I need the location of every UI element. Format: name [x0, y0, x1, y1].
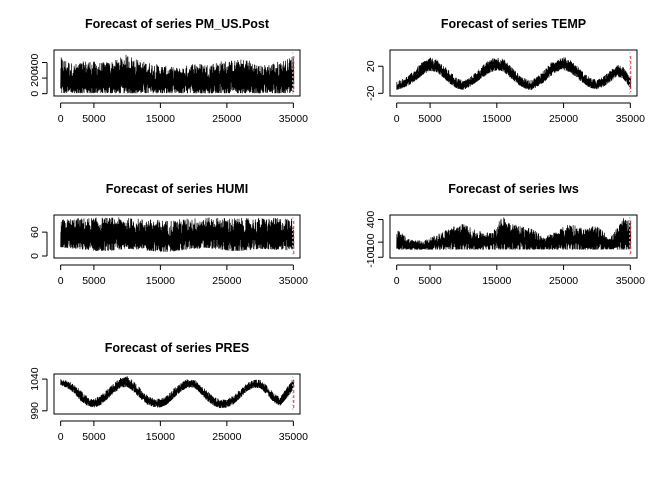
x-tick-label: 15000 [482, 275, 511, 287]
panel-title: Forecast of series HUMI [106, 182, 248, 196]
series-line [60, 54, 295, 94]
y-tick-label: 100 [365, 233, 377, 251]
x-tick-label: 0 [58, 431, 64, 443]
y-tick-label: 1040 [29, 367, 41, 391]
y-tick-label: -20 [365, 86, 377, 101]
x-tick-label: 25000 [212, 113, 241, 125]
x-tick-label: 15000 [146, 431, 175, 443]
plot-box [389, 214, 638, 259]
y-tick-label: 0 [29, 91, 41, 97]
x-tick-label: 35000 [279, 275, 308, 287]
panel-title: Forecast of series PRES [105, 341, 250, 355]
series-line [396, 57, 632, 91]
x-tick-label: 35000 [616, 275, 645, 287]
plot-box [389, 49, 638, 97]
x-tick-label: 35000 [279, 113, 308, 125]
plot-box [53, 214, 301, 259]
x-tick-label: 5000 [82, 113, 106, 125]
x-tick-label: 0 [58, 275, 64, 287]
y-tick-label: 400 [29, 54, 41, 72]
series-line [60, 217, 295, 252]
x-tick-label: 25000 [212, 275, 241, 287]
y-tick-label: 0 [29, 253, 41, 259]
plot-box [53, 373, 301, 415]
x-tick-label: 15000 [482, 113, 511, 125]
y-tick-label: 400 [365, 211, 377, 229]
y-tick-label: -100 [365, 247, 377, 268]
panel-3: Forecast of series HUMI 0 5000 15000 25000 35… [29, 182, 308, 287]
x-tick-label: 0 [394, 113, 400, 125]
y-tick-label: 200 [29, 69, 41, 87]
y-tick-label: 60 [29, 226, 41, 238]
x-tick-label: 15000 [146, 275, 175, 287]
x-tick-label: 5000 [82, 431, 106, 443]
x-tick-label: 0 [394, 275, 400, 287]
x-tick-label: 25000 [549, 113, 578, 125]
panel-title: Forecast of series Iws [448, 182, 579, 196]
plot-box [53, 49, 301, 97]
panel-1: Forecast of series PM_US.Post 0 5000 15000 2… [29, 17, 308, 125]
series-line [60, 376, 295, 409]
y-tick-label: 990 [29, 402, 41, 420]
x-tick-label: 5000 [418, 275, 442, 287]
x-tick-label: 0 [58, 113, 64, 125]
x-tick-label: 35000 [279, 431, 308, 443]
panel-title: Forecast of series TEMP [441, 17, 586, 31]
x-tick-label: 35000 [616, 113, 645, 125]
panel-5: Forecast of series PRES 0 5000 15000 25000 35… [29, 341, 308, 443]
x-tick-label: 25000 [212, 431, 241, 443]
panel-4: Forecast of series Iws 0 5000 15000 25000 350… [365, 182, 645, 287]
panel-title: Forecast of series PM_US.Post [85, 17, 270, 31]
y-tick-label: 20 [365, 60, 377, 72]
x-tick-label: 5000 [82, 275, 106, 287]
panel-2: Forecast of series TEMP 0 5000 15000 25000 35… [365, 17, 645, 125]
x-tick-label: 25000 [549, 275, 578, 287]
series-line [396, 217, 632, 250]
x-tick-label: 15000 [146, 113, 175, 125]
x-tick-label: 5000 [418, 113, 442, 125]
